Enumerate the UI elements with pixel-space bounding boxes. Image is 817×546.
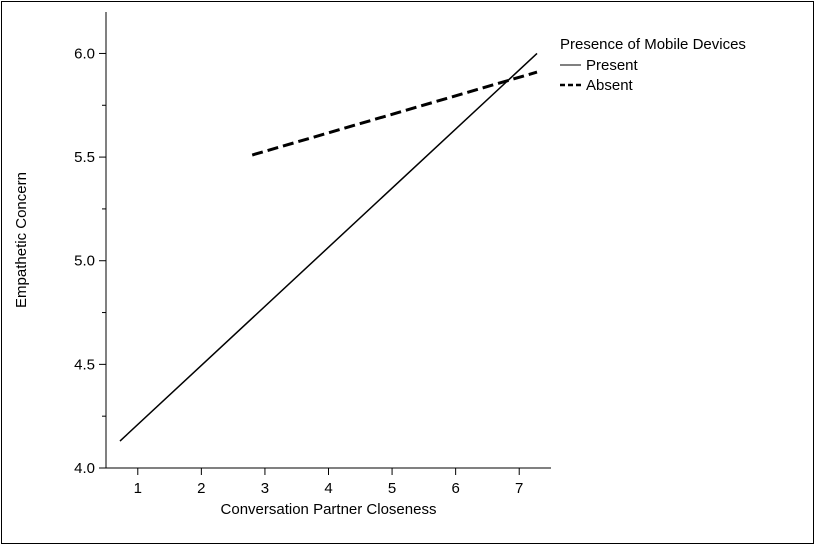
legend-label-absent: Absent: [586, 77, 634, 94]
y-tick-label: 5.5: [74, 149, 95, 166]
legend-title: Presence of Mobile Devices: [560, 36, 746, 53]
x-tick-label: 6: [451, 480, 459, 497]
series-layer: [120, 53, 537, 441]
x-tick-label: 7: [515, 480, 523, 497]
legend-label-present: Present: [586, 57, 639, 74]
y-tick-label: 6.0: [74, 45, 95, 62]
x-tick-label: 3: [261, 480, 269, 497]
y-tick-label: 4.5: [74, 356, 95, 373]
x-tick-label: 1: [134, 480, 142, 497]
y-tick-label: 4.0: [74, 460, 95, 477]
series-line-present: [120, 53, 537, 441]
x-axis-title: Conversation Partner Closeness: [221, 501, 437, 518]
x-tick-label: 5: [388, 480, 396, 497]
series-line-absent: [252, 72, 537, 155]
x-tick-label: 4: [324, 480, 332, 497]
axes: 4.0 4.5 5.0 5.5 6.0 1 2 3 4 5 6 7 Conversation Partn…: [13, 12, 551, 518]
x-tick-label: 2: [197, 480, 205, 497]
y-tick-label: 5.0: [74, 253, 95, 270]
legend: Presence of Mobile Devices Present Absent: [560, 36, 746, 94]
y-axis-title: Empathetic Concern: [13, 172, 30, 308]
